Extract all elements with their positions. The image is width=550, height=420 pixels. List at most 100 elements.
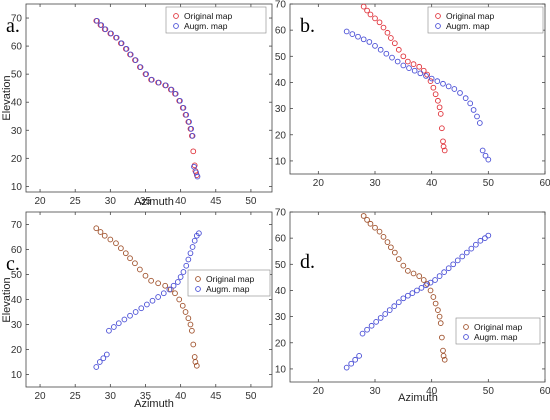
data-point-augmented	[383, 50, 390, 57]
plot-area	[26, 4, 272, 192]
data-point-augmented	[409, 290, 416, 296]
data-point-original	[380, 233, 387, 240]
data-point-original	[376, 228, 383, 235]
data-point-augmented	[111, 324, 117, 330]
legend-marker	[435, 23, 441, 29]
data-point-augmented	[414, 287, 420, 294]
data-point-augmented	[479, 147, 486, 154]
x-tick-label: 30	[369, 178, 381, 189]
data-point-original	[367, 11, 374, 18]
data-point-augmented	[106, 327, 112, 334]
data-point-augmented	[382, 311, 389, 317]
data-point-augmented	[148, 76, 155, 83]
data-point-augmented	[418, 284, 425, 291]
x-tick-label: 20	[313, 178, 325, 189]
y-tick-label: 60	[11, 245, 23, 256]
data-point-original	[179, 302, 186, 309]
data-point-augmented	[189, 133, 196, 139]
data-point-augmented	[445, 83, 452, 90]
y-tick-label: 40	[275, 78, 287, 89]
data-point-augmented	[405, 292, 411, 299]
legend-marker	[173, 13, 179, 19]
y-tick-label: 50	[11, 270, 23, 281]
data-point-augmented	[121, 316, 128, 323]
legend-entry: Augm. map	[474, 332, 518, 342]
y-tick-label: 20	[275, 338, 287, 349]
data-point-augmented	[373, 318, 379, 325]
y-tick-label: 70	[11, 14, 23, 25]
data-point-original	[142, 272, 149, 279]
y-tick-label: 30	[275, 312, 287, 323]
x-tick-label: 35	[140, 391, 152, 402]
data-point-augmented	[168, 86, 175, 93]
panel-label: c.	[6, 253, 20, 275]
legend-box	[427, 6, 544, 34]
data-point-augmented	[377, 46, 384, 53]
data-point-augmented	[474, 113, 480, 120]
data-point-augmented	[343, 28, 350, 35]
data-point-augmented	[450, 261, 457, 268]
data-point-augmented	[352, 356, 359, 363]
data-point-original	[391, 249, 398, 256]
data-point-augmented	[423, 73, 429, 79]
data-point-original	[395, 256, 402, 262]
data-point-original	[388, 35, 394, 41]
data-point-augmented	[94, 17, 100, 24]
data-point-augmented	[155, 79, 162, 86]
data-point-original	[432, 91, 439, 98]
y-axis-label: Elevation	[1, 277, 13, 322]
data-point-augmented	[364, 326, 370, 333]
data-point-original	[410, 61, 417, 68]
data-point-augmented	[372, 42, 378, 49]
data-point-original	[187, 321, 194, 328]
data-point-original	[190, 341, 197, 348]
data-point-original	[440, 143, 447, 150]
data-point-augmented	[177, 274, 184, 280]
plot-frame	[25, 3, 273, 193]
x-tick-label: 60	[539, 386, 550, 397]
data-point-augmented	[191, 163, 197, 170]
data-point-original	[400, 53, 407, 60]
x-tick-label: 45	[210, 196, 222, 207]
data-point-original	[380, 24, 387, 31]
data-point-original	[427, 287, 434, 294]
data-point-original	[416, 273, 423, 279]
data-point-augmented	[391, 303, 398, 310]
legend-marker	[463, 334, 469, 340]
legend-box	[187, 269, 271, 297]
y-tick-label: 40	[275, 286, 287, 297]
data-point-augmented	[411, 67, 418, 74]
x-tick-label: 45	[210, 391, 222, 402]
data-point-original	[185, 315, 192, 322]
y-tick-label: 70	[275, 0, 287, 11]
data-point-augmented	[187, 250, 194, 257]
data-point-augmented	[359, 330, 366, 337]
data-point-augmented	[127, 51, 134, 58]
data-point-augmented	[436, 273, 443, 279]
x-tick-label: 25	[70, 196, 82, 207]
data-point-augmented	[100, 355, 107, 362]
data-point-augmented	[356, 352, 362, 359]
legend-entry: Augm. map	[184, 21, 228, 31]
data-point-augmented	[138, 305, 145, 312]
y-tick-label: 60	[275, 234, 287, 245]
data-point-augmented	[360, 36, 367, 43]
x-tick-label: 25	[70, 391, 82, 402]
data-point-augmented	[144, 301, 150, 308]
data-point-augmented	[434, 78, 441, 85]
legend-entry: Original map	[184, 11, 232, 21]
data-point-augmented	[186, 119, 192, 125]
data-point-original	[127, 255, 133, 262]
legend-entry: Original map	[206, 274, 254, 284]
data-point-augmented	[348, 360, 355, 367]
legend-marker	[195, 276, 201, 282]
y-tick-label: 50	[275, 260, 287, 271]
data-point-augmented	[423, 282, 429, 289]
data-point-original	[148, 277, 154, 284]
data-point-original	[97, 229, 104, 235]
data-point-augmented	[132, 57, 139, 63]
legend-entry: Augm. map	[206, 284, 250, 294]
plot-area	[290, 212, 545, 382]
y-tick-label: 40	[11, 295, 23, 306]
data-point-augmented	[485, 156, 492, 163]
